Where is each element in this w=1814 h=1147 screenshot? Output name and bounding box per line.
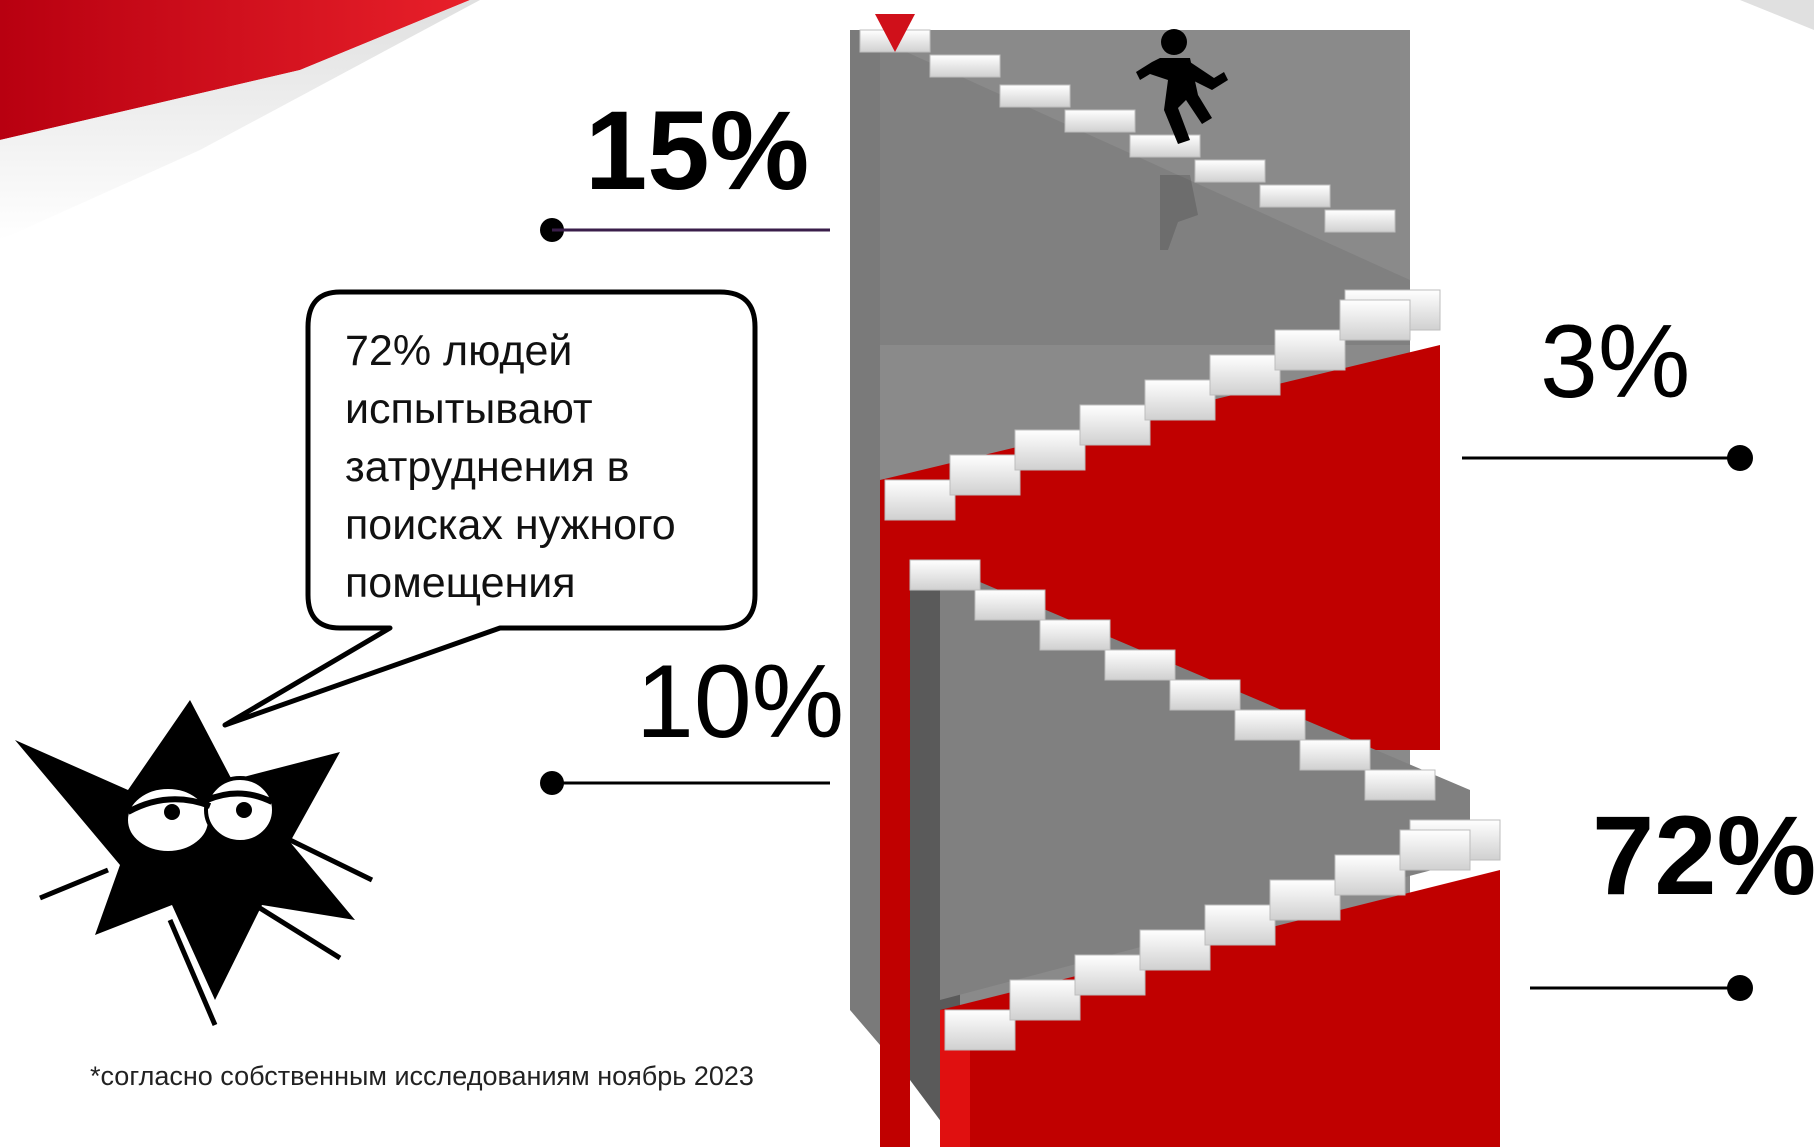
bubble-line: 72% людей (345, 327, 573, 375)
running-man-icon (1136, 29, 1228, 144)
marker-arrow-icon (875, 14, 915, 52)
lower-red-wall (940, 870, 1500, 1147)
middle-steps (884, 299, 1411, 521)
pointer-72 (1530, 975, 1753, 1001)
corner-ribbon (0, 0, 480, 240)
label-15-percent: 15% (585, 88, 810, 213)
staircase (850, 29, 1501, 1147)
left-wall-edge (850, 30, 880, 1045)
pointer-15 (540, 218, 830, 242)
speech-bubble-text: 72% людей испытывают затруднения в поиск… (345, 322, 745, 612)
corner-ribbon-right (1740, 0, 1814, 30)
label-72-percent: 72% (1592, 793, 1814, 918)
bubble-line: поисках нужного (345, 501, 676, 549)
label-10-percent: 10% (636, 644, 845, 760)
pointer-3 (1462, 445, 1753, 471)
bubble-line: затруднения в (345, 443, 630, 491)
bubble-line: испытывают (345, 385, 593, 433)
running-man-reflection (1160, 175, 1198, 250)
pointer-10 (540, 771, 830, 795)
upper-flight (880, 40, 1410, 345)
label-3-percent: 3% (1540, 304, 1691, 420)
bubble-line: помещения (345, 559, 576, 607)
bottom-steps (944, 829, 1471, 1051)
speech-bubble (222, 289, 758, 728)
left-red-column (880, 480, 910, 1147)
footnote: *согласно собственным исследованиям нояб… (90, 1061, 754, 1091)
mascot-star-icon (15, 700, 374, 1026)
